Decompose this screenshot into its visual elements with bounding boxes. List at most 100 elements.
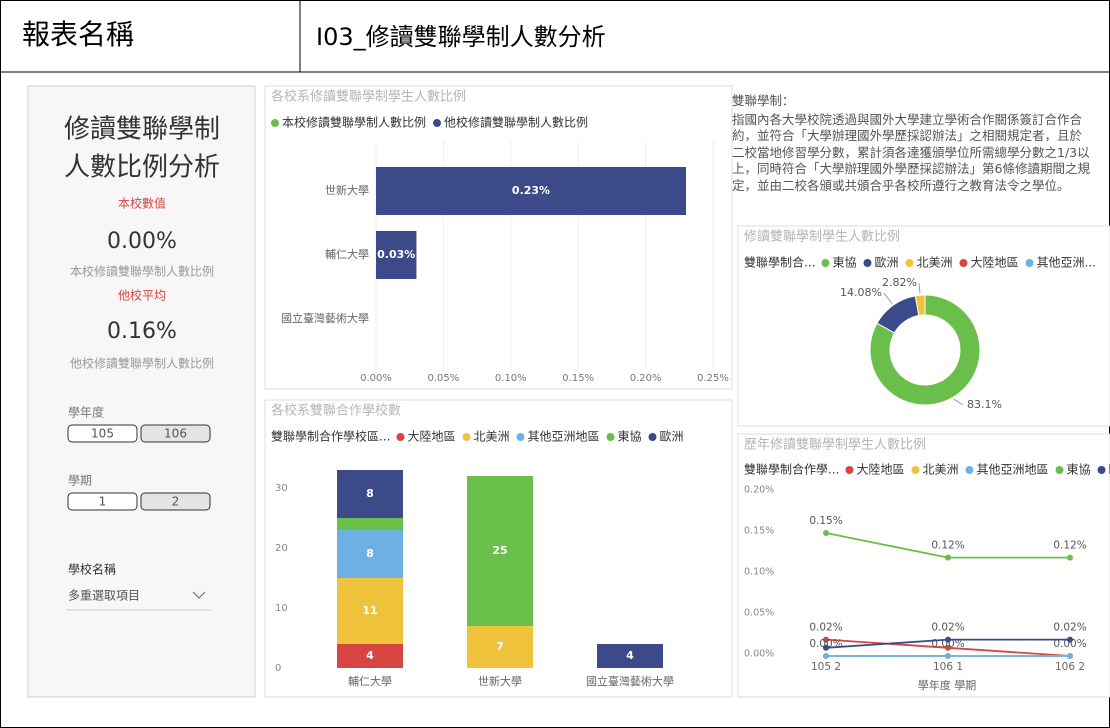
data-label: 25 [492,544,507,557]
data-label: 0.03% [377,248,415,261]
point [823,636,829,643]
slicer-option[interactable]: 1 [99,495,107,509]
note-text: 指國內各大學校院透過與國外大學建立學術合作關係簽訂合作合約，並符合「大學辦理國外… [732,111,1090,193]
legend-label: 東協 [618,429,642,444]
legend-label: 大陸地區 [856,463,904,477]
data-label: 0.12% [1053,540,1086,552]
own-caption: 本校修讀雙聯學制人數比例 [70,264,214,279]
legend-label: 他校修讀雙聯學制人數比例 [444,115,588,130]
legend-label: 其他亞洲... [1037,256,1096,270]
legend-swatch [516,433,525,441]
legend-swatch [1055,466,1064,474]
point [1067,636,1073,643]
y-tick-label: 0.15% [744,526,774,537]
slicer-option[interactable]: 2 [172,495,180,509]
note-title: 雙聯學制： [732,93,795,108]
legend-label: 歐洲 [874,255,898,270]
leader-line [918,282,921,294]
category-label: 國立臺灣藝術大學 [586,674,674,688]
leader-line [953,398,964,406]
data-label: 11 [362,604,377,617]
legend-swatch [905,259,914,267]
y-tick-label: 20 [275,543,288,554]
slicer-option[interactable]: 106 [164,427,187,441]
point [823,644,829,651]
chart-panel [737,433,1110,698]
other-value: 0.16% [107,319,177,344]
category-label: 國立臺灣藝術大學 [281,311,369,325]
y-tick-label: 0.05% [744,608,774,619]
legend-swatch [965,466,974,474]
x-tick-label: 0.00% [360,373,392,384]
point [823,530,829,536]
legend-swatch [911,466,920,474]
data-label: 7 [496,640,504,653]
own-heading: 本校數值 [118,196,166,211]
slicer-button[interactable] [67,424,138,443]
dropdown-value[interactable]: 多重選取項目 [68,589,140,603]
data-label: 4 [366,649,374,662]
other-caption: 他校修讀雙聯學制人數比例 [70,356,214,371]
summary-title: 人數比例分析 [64,153,220,183]
own-value: 0.00% [107,229,177,254]
legend-swatch [845,466,854,474]
summary-title: 修讀雙聯學制 [64,115,220,145]
point [823,653,829,659]
x-tick-label: 0.20% [630,373,662,384]
leader-line [883,292,893,304]
point [945,653,951,659]
legend-title: 雙聯學制合... [744,255,815,270]
slicer-label: 學期 [68,474,92,488]
slicer-button[interactable] [67,492,138,511]
bar-segment [337,578,403,644]
category-label: 輔仁大學 [325,247,369,261]
other-heading: 他校平均 [118,288,166,303]
x-axis-label: 學年度 學期 [918,678,977,692]
y-tick-label: 0.10% [744,567,774,578]
dropdown-chevron[interactable] [192,591,206,599]
x-tick-label: 0.15% [562,373,594,384]
x-tick-label: 0.10% [495,373,527,384]
legend-label: 東協 [1067,462,1091,477]
bar [376,231,417,279]
legend-swatch [433,119,442,127]
bar-segment [337,470,403,518]
chart-title: 修讀雙聯學制學生人數比例 [744,230,900,245]
point [945,636,951,643]
legend-swatch [1097,466,1106,474]
donut-slice [869,294,981,406]
data-label: 0.15% [809,515,842,527]
bar-segment [467,626,533,668]
bar-segment [337,530,403,578]
summary-panel [27,85,256,698]
legend-swatch [396,433,405,441]
header-label: 報表名稱 [22,18,134,51]
data-label: 2.82% [882,276,917,289]
point [945,644,951,651]
legend-swatch [462,433,471,441]
legend-label: 其他亞洲地區 [527,430,599,444]
point [1067,554,1073,561]
x-tick-label: 106 2 [1055,661,1085,673]
data-label: 8 [366,487,374,500]
legend-swatch [863,259,872,267]
data-label: 8 [366,547,374,560]
category-label: 世新大學 [325,183,369,197]
legend-label: 北美洲 [922,463,958,477]
data-label: 0.02% [931,622,964,634]
legend-swatch [648,433,657,441]
data-label: 0.02% [809,622,842,634]
chart-panel [264,85,733,390]
data-label: 14.08% [840,286,882,299]
y-tick-label: 0.20% [744,485,774,496]
legend-label: 北美洲 [916,256,952,270]
slicer-label: 學年度 [68,405,104,420]
slicer-option[interactable]: 105 [91,427,114,441]
x-tick-label: 0.05% [428,373,460,384]
slicer-button[interactable] [140,492,211,511]
slicer-button[interactable] [140,424,211,443]
legend-label: 歐洲 [1109,462,1110,477]
bar-segment [597,644,663,668]
